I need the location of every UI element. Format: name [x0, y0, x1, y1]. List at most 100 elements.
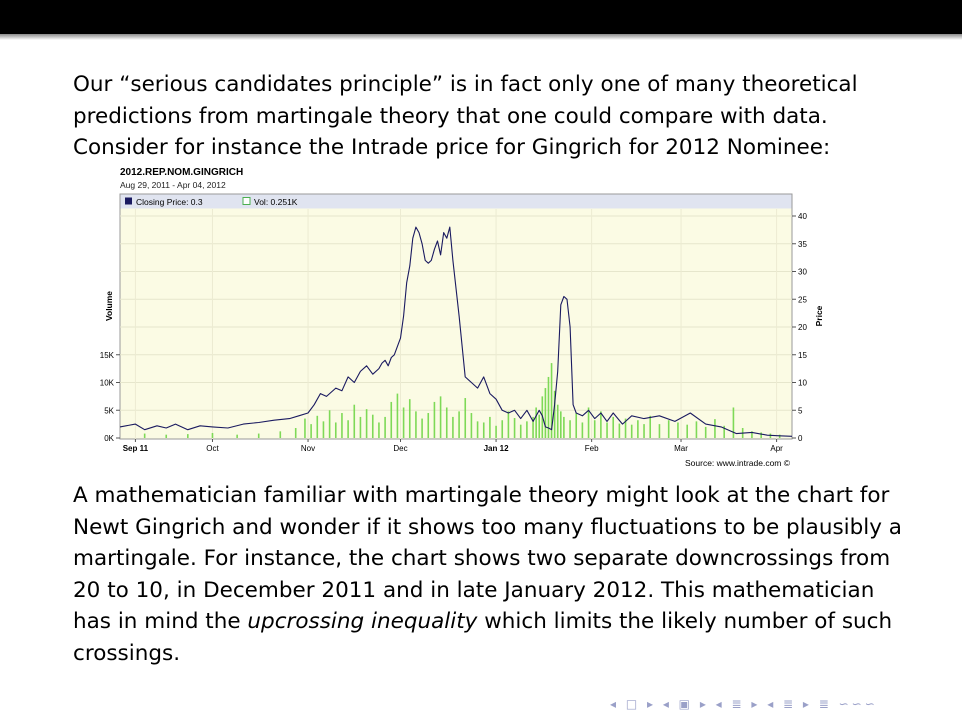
volume-bar	[760, 432, 762, 438]
volume-bar	[353, 404, 356, 438]
legend-price-swatch	[125, 197, 132, 205]
volume-bar	[732, 407, 735, 438]
x-tick-label: Feb	[585, 444, 599, 453]
price-tick-label: 10	[798, 379, 807, 388]
volume-bar	[310, 424, 312, 438]
volume-bar	[526, 421, 528, 438]
volume-bar	[538, 414, 541, 438]
volume-bar	[606, 422, 608, 438]
volume-bar	[637, 420, 639, 438]
price-tick-label: 0	[798, 434, 803, 443]
volume-bar	[677, 422, 679, 438]
volume-bar	[433, 401, 436, 438]
volume-bar	[378, 422, 380, 438]
volume-bar	[547, 376, 550, 438]
volume-bar	[658, 424, 661, 438]
volume-bar	[532, 416, 534, 438]
volume-bar	[686, 424, 688, 438]
beamer-navigation-symbols[interactable]: ◂ □ ▸ ◂ ▣ ▸ ◂ ≣ ▸ ◂ ≣ ▸ ≣ ∽∽∽	[610, 697, 878, 711]
volume-bar	[341, 413, 343, 438]
volume-bar	[544, 388, 547, 438]
volume-bar	[649, 415, 652, 438]
plot-area	[119, 193, 793, 440]
slide-top-bar	[0, 0, 962, 34]
volume-bar	[359, 416, 362, 438]
volume-bar	[723, 425, 725, 438]
volume-bar	[187, 434, 189, 438]
volume-bar	[695, 421, 698, 438]
price-tick-label: 40	[798, 212, 807, 221]
martingale-paragraph: A mathematician familiar with martingale…	[73, 480, 913, 669]
volume-bar	[489, 416, 491, 438]
price-tick-label: 25	[798, 295, 807, 304]
volume-bar	[427, 413, 430, 438]
x-tick-label: Dec	[393, 444, 407, 453]
intrade-price-chart: 2012.REP.NOM.GINGRICH Aug 29, 2011 - Apr…	[100, 167, 824, 468]
x-tick-label: Nov	[301, 444, 315, 453]
legend-vol-swatch	[242, 197, 251, 205]
volume-bar	[415, 411, 417, 438]
volume-bar	[535, 407, 537, 438]
volume-bar	[581, 422, 584, 438]
volume-bar	[279, 431, 282, 438]
volume-bar	[347, 420, 349, 438]
volume-bar	[458, 411, 460, 438]
volume-bar	[236, 434, 238, 438]
volume-bar	[587, 407, 590, 438]
volume-bar	[165, 434, 168, 438]
price-line	[119, 226, 793, 437]
volume-tick-label: 10K	[100, 379, 115, 388]
paragraph-text-end: which limits the likely number of such c…	[73, 609, 893, 666]
volume-bar	[371, 414, 374, 438]
volume-tick-label: 15K	[100, 351, 115, 360]
legend-vol-label: Vol: 0.251K	[254, 197, 298, 207]
volume-bar	[334, 422, 337, 438]
volume-bar	[396, 393, 399, 438]
volume-bar	[384, 416, 386, 438]
volume-bar	[600, 411, 602, 438]
volume-bar	[390, 401, 393, 438]
volume-bar	[507, 411, 510, 438]
volume-bar	[365, 409, 368, 438]
volume-bar	[495, 425, 497, 438]
volume-bar	[643, 424, 645, 438]
volume-bar	[408, 399, 411, 438]
volume-bar	[464, 398, 467, 438]
price-tick-label: 15	[798, 351, 807, 360]
volume-bar	[618, 423, 621, 438]
paragraph-text-start: A mathematician familiar with martingale…	[73, 483, 902, 634]
volume-bar	[328, 410, 331, 438]
x-tick-label: Jan 12	[484, 444, 509, 453]
volume-bar	[630, 424, 633, 438]
price-tick-label: 5	[798, 406, 803, 415]
left-axis-label: Volume	[104, 291, 114, 321]
volume-bar	[476, 421, 479, 438]
volume-bar	[452, 416, 454, 438]
x-axis: Sep 11 Oct Nov Dec Jan 12 Feb Mar Apr	[123, 439, 783, 453]
volume-bar	[704, 426, 707, 438]
volume-bar	[304, 418, 306, 438]
legend-band	[120, 194, 792, 209]
chart-subtitle: Aug 29, 2011 - Apr 04, 2012	[120, 180, 226, 190]
volume-bar	[612, 416, 615, 438]
volume-bar	[143, 433, 146, 438]
right-axis-label: Price	[814, 305, 824, 326]
volume-bar	[667, 420, 670, 438]
grid-lines	[120, 209, 792, 439]
volume-bar	[553, 390, 556, 438]
x-tick-label: Apr	[770, 444, 783, 453]
price-tick-label: 35	[798, 240, 807, 249]
volume-bar	[714, 419, 716, 438]
volume-bar	[322, 421, 325, 438]
volume-bar	[294, 428, 297, 438]
volume-bar	[563, 416, 565, 438]
volume-bar	[575, 413, 578, 438]
intro-paragraph: Our “serious candidates principle” is in…	[73, 72, 858, 160]
volume-tick-label: 5K	[104, 406, 114, 415]
volume-bar	[402, 407, 405, 438]
legend-price-label: Closing Price: 0.3	[136, 197, 203, 207]
price-tick-label: 30	[798, 268, 807, 277]
price-tick-label: 20	[798, 323, 807, 332]
x-tick-label: Mar	[674, 444, 688, 453]
volume-bar	[751, 431, 753, 438]
